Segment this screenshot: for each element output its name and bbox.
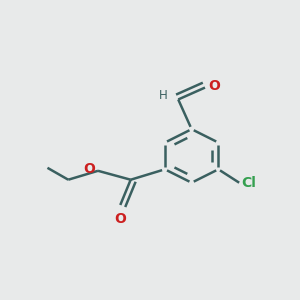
Text: O: O <box>114 212 126 226</box>
Text: H: H <box>159 89 168 102</box>
Text: O: O <box>84 162 96 176</box>
Text: Cl: Cl <box>241 176 256 190</box>
Text: O: O <box>208 79 220 93</box>
